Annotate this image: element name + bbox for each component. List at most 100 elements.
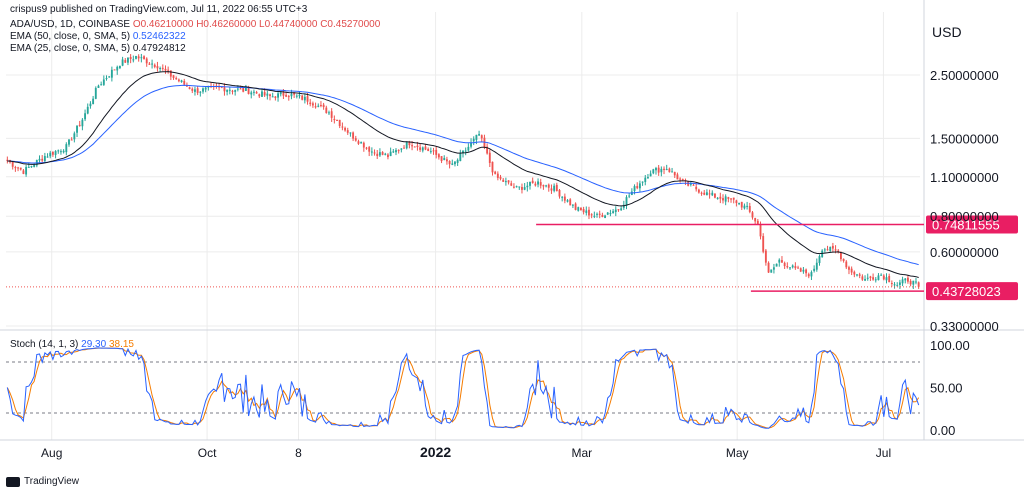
candle-body (277, 93, 279, 98)
candle-body (226, 89, 229, 92)
candle-body (274, 96, 277, 98)
candle-body (408, 141, 411, 146)
candle-body (890, 283, 893, 285)
candle-body (480, 135, 483, 139)
candle-body (365, 147, 368, 149)
candle-body (756, 220, 759, 224)
candle-body (137, 56, 140, 59)
candle-body (30, 166, 33, 168)
candle-body (523, 187, 526, 190)
candle-body (242, 87, 245, 92)
level-price-tag (926, 282, 1018, 301)
candle-body (689, 183, 692, 185)
candle-body (582, 209, 585, 213)
candle-body (598, 213, 601, 215)
candle-body (628, 195, 631, 197)
candle-body (129, 57, 132, 59)
candle-body (593, 215, 596, 217)
ema25-line (7, 71, 919, 278)
candle-body (159, 68, 162, 70)
candle-body (633, 186, 636, 191)
candle-body (866, 277, 869, 279)
currency-label: USD (932, 24, 962, 40)
candle-body (349, 132, 352, 134)
candle-body (271, 96, 274, 98)
stoch-legend[interactable]: Stoch (14, 1, 3) 29.30 38.15 (10, 339, 134, 350)
candle-body (437, 154, 440, 158)
candle-body (429, 151, 432, 153)
candle-body (472, 138, 475, 142)
candle-body (188, 87, 191, 89)
candle-body (660, 168, 663, 173)
candle-body (403, 147, 405, 149)
tradingview-watermark[interactable]: TradingView (6, 476, 79, 487)
candle-body (389, 151, 392, 157)
candle-body (333, 119, 336, 121)
candle-body (185, 85, 188, 87)
tradingview-logo-icon (6, 476, 20, 487)
candle-body (882, 275, 885, 280)
symbol-legend-prefix: ADA/USD, 1D, COINBASE (10, 19, 131, 30)
candle-body (738, 202, 741, 205)
candle-body (135, 55, 137, 59)
candle-body (255, 92, 258, 94)
candle-body (258, 94, 261, 97)
candle-body (569, 199, 572, 206)
ema50-legend-value: 0.52462322 (132, 31, 186, 42)
candle-body (488, 152, 491, 163)
candle-body (842, 258, 845, 261)
candle-body (716, 197, 719, 199)
candle-body (898, 282, 901, 285)
stoch-tick-label: 50.00 (930, 381, 963, 396)
candle-body (311, 103, 314, 106)
candle-body (73, 133, 76, 140)
candle-body (231, 90, 234, 92)
candle-body (11, 161, 14, 167)
candle-body (483, 137, 486, 148)
candle-body (810, 272, 813, 277)
candle-body (397, 150, 400, 152)
candle-body (888, 276, 891, 283)
candle-body (861, 276, 864, 280)
candle-body (794, 266, 797, 269)
symbol-legend[interactable]: ADA/USD, 1D, COINBASE O0.46210000 H0.462… (10, 19, 380, 30)
candle-body (65, 144, 68, 153)
candle-body (767, 262, 770, 273)
candle-body (746, 205, 749, 207)
candle-body (647, 177, 649, 179)
price-tick-label: 2.50000000 (930, 68, 999, 83)
candle-body (719, 196, 722, 199)
candle-body (303, 96, 306, 101)
candle-body (880, 274, 883, 276)
ema50-legend[interactable]: EMA (50, close, 0, SMA, 5) 0.52462322 (10, 31, 186, 42)
time-tick-label: Jul (876, 446, 891, 460)
price-tick-label: 1.50000000 (930, 131, 999, 146)
candle-body (156, 66, 159, 69)
candle-body (909, 280, 912, 285)
candle-body (223, 87, 226, 92)
candle-body (70, 139, 73, 141)
candle-body (722, 198, 724, 201)
candle-body (478, 133, 481, 136)
candle-body (791, 265, 794, 268)
candle-body (6, 159, 9, 161)
candle-body (287, 96, 290, 98)
ema25-legend[interactable]: EMA (25, close, 0, SMA, 5) 0.47924812 (10, 43, 186, 54)
candle-body (320, 105, 322, 107)
candle-body (518, 186, 521, 188)
time-tick-label: May (726, 446, 749, 460)
candle-body (617, 209, 620, 211)
candle-body (17, 167, 19, 169)
candle-body (234, 90, 237, 92)
candle-body (432, 150, 435, 152)
candle-body (676, 174, 679, 180)
candle-body (829, 246, 832, 251)
candle-body (663, 168, 665, 170)
candle-body (86, 106, 89, 114)
candle-body (893, 284, 896, 286)
candle-body (368, 147, 371, 152)
time-tick-label: 2022 (420, 444, 451, 460)
candle-body (512, 186, 515, 188)
candle-body (499, 176, 502, 179)
